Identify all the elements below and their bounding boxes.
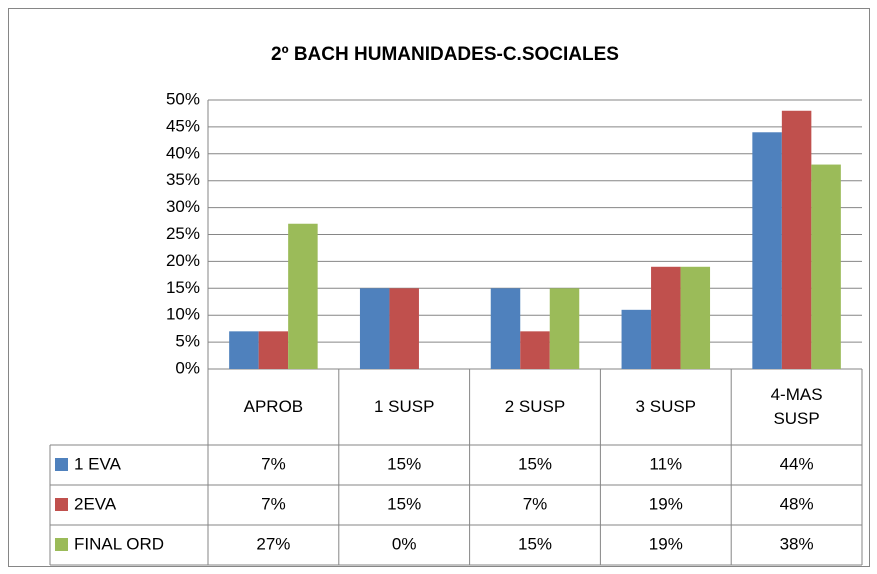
category-cell: 4-MAS SUSP [770,385,823,428]
legend-key [55,458,68,471]
table-value: 15% [518,454,552,473]
table-value: 7% [261,454,286,473]
bar [621,309,652,369]
category-cell: APROB [243,397,304,416]
x-tick-label: APROB [243,397,304,416]
table-value: 27% [256,534,290,553]
y-tick-label: 10% [166,305,200,324]
x-tick-label: 4-MAS SUSP [770,385,823,428]
x-tick-label: 3 SUSP [635,397,697,416]
table-value: 0% [392,534,417,553]
bar [752,132,782,369]
table-value: 15% [387,494,421,513]
y-tick-label: 5% [175,332,200,351]
legend-key [55,538,68,551]
bar [229,331,259,369]
bar [781,110,812,369]
y-tick-label: 25% [166,224,200,243]
chart-frame [8,8,870,567]
table-value: 15% [387,454,421,473]
bar [389,288,419,369]
table-value: 7% [523,494,548,513]
legend-label: 2EVA [74,494,117,513]
y-tick-label: 45% [166,116,200,135]
table-value: 19% [649,494,683,513]
bar [490,288,521,369]
bar [258,331,289,369]
table-value: 48% [780,494,814,513]
category-cell: 3 SUSP [635,397,697,416]
y-tick-label: 50% [166,89,200,108]
chart-title: 2º BACH HUMANIDADES-C.SOCIALES [271,44,619,65]
y-tick-label: 20% [166,251,200,270]
bar [359,288,390,369]
bar [549,288,580,369]
table-value: 15% [518,534,552,553]
category-cell: 2 SUSP [504,397,566,416]
bar [811,164,841,369]
y-tick-label: 35% [166,170,200,189]
table-value: 11% [649,454,682,473]
table-value: 38% [780,534,814,553]
bar [651,266,681,369]
bar [520,331,550,369]
table-value: 7% [261,494,286,513]
category-cell: 1 SUSP [373,397,435,416]
legend-key [55,498,68,511]
y-tick-label: 0% [175,358,200,377]
y-tick-label: 15% [166,278,200,297]
y-tick-label: 40% [166,143,200,162]
bar [680,266,711,369]
table-value: 19% [649,534,683,553]
x-tick-label: 1 SUSP [373,397,435,416]
x-tick-label: 2 SUSP [504,397,566,416]
legend-label: FINAL ORD [74,534,164,553]
y-tick-label: 30% [166,197,200,216]
legend-label: 1 EVA [74,454,122,473]
bar [288,223,318,369]
table-value: 44% [780,454,814,473]
